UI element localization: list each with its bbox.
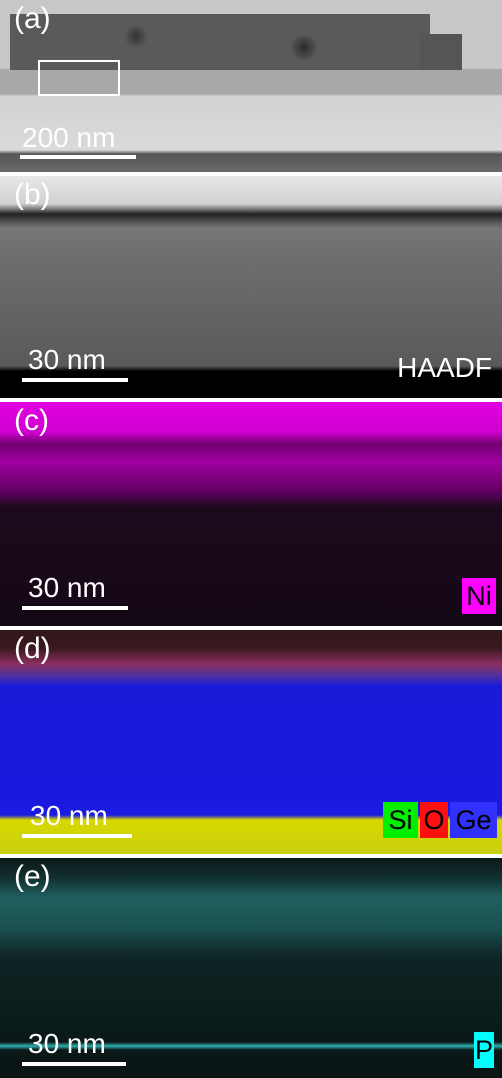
channel-label: Ge [450, 802, 497, 838]
channel-label: Ni [462, 578, 496, 614]
scale-text: 30 nm [30, 800, 108, 832]
scale-text: 200 nm [22, 122, 115, 154]
channel-label: HAADF [397, 352, 492, 384]
panel-b: (b) 30 nm HAADF [0, 176, 502, 398]
scale-bar [22, 606, 128, 610]
panel-d: (d) 30 nm Si O Ge [0, 630, 502, 854]
panel-label: (e) [14, 860, 51, 894]
channel-label: Si [383, 802, 418, 838]
panel-c: (c) 30 nm Ni [0, 402, 502, 626]
scale-text: 30 nm [28, 344, 106, 376]
scale-bar [22, 378, 128, 382]
panel-label: (a) [14, 2, 51, 36]
panel-e: (e) 30 nm P [0, 858, 502, 1078]
scale-bar [22, 1062, 126, 1066]
channel-label: P [474, 1032, 494, 1068]
panel-label: (d) [14, 632, 51, 666]
scale-bar [20, 155, 136, 159]
channel-label: O [420, 802, 448, 838]
layer-step [420, 34, 462, 70]
scale-text: 30 nm [28, 572, 106, 604]
panel-a: (a) 200 nm [0, 0, 502, 172]
figure: (a) 200 nm (b) 30 nm HAADF (c) 30 nm Ni … [0, 0, 502, 1078]
scale-text: 30 nm [28, 1028, 106, 1060]
panel-label: (b) [14, 178, 51, 212]
panel-label: (c) [14, 404, 49, 438]
roi-box [38, 60, 120, 96]
scale-bar [22, 834, 132, 838]
